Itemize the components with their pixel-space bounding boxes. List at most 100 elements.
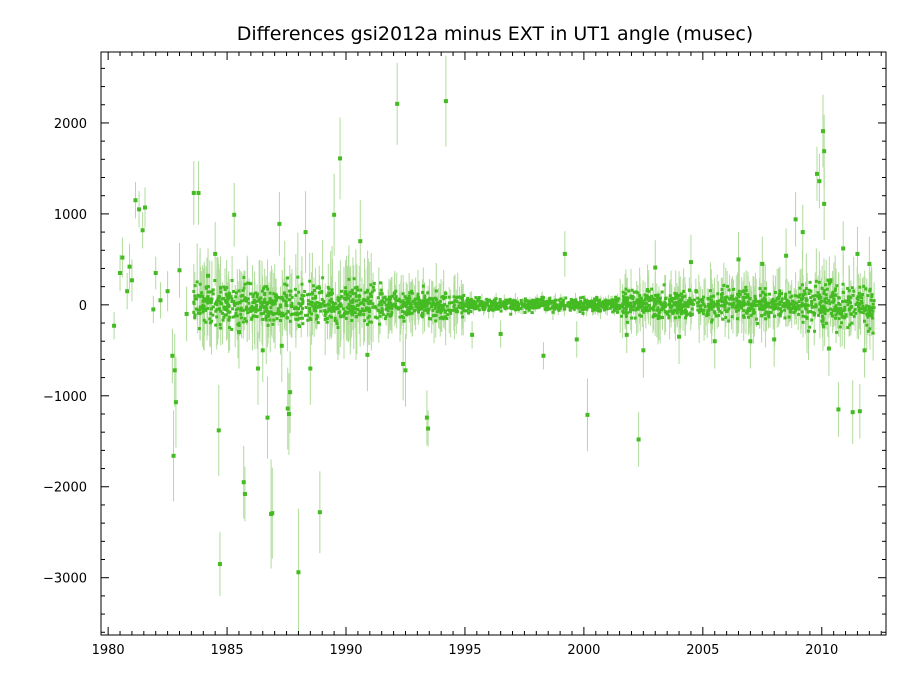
data-point <box>403 368 408 373</box>
data-point <box>118 271 123 276</box>
data-point <box>165 289 170 294</box>
data-point <box>277 221 282 226</box>
data-point <box>303 230 308 235</box>
data-point <box>137 207 142 212</box>
data-point <box>236 330 241 335</box>
data-point <box>836 407 841 412</box>
data-point <box>125 289 130 294</box>
data-point <box>158 298 163 303</box>
data-point <box>286 411 291 416</box>
data-point <box>184 311 189 316</box>
data-point <box>317 510 322 515</box>
data-points <box>112 99 872 575</box>
data-point <box>332 212 337 217</box>
data-point <box>443 99 448 104</box>
data-point <box>772 337 777 342</box>
y-tick-label: −1000 <box>43 390 87 405</box>
data-point <box>129 278 134 283</box>
data-point <box>296 570 301 575</box>
data-point <box>793 217 798 222</box>
data-point <box>153 271 158 276</box>
data-point <box>653 265 658 270</box>
x-tick-label: 1985 <box>211 643 244 658</box>
data-point <box>736 257 741 262</box>
y-axis: 2000 1000 0 −1000 −2000 −3000 <box>43 67 886 633</box>
data-point <box>817 179 822 184</box>
error-bars <box>113 55 875 636</box>
data-point <box>426 426 431 431</box>
data-point <box>265 415 270 420</box>
data-point <box>270 511 275 516</box>
data-point <box>800 230 805 235</box>
data-point <box>748 339 753 344</box>
data-point <box>636 437 641 442</box>
y-tick-label: 2000 <box>54 117 87 132</box>
y-tick-label: 0 <box>79 299 87 314</box>
data-point <box>133 198 138 203</box>
data-point <box>395 101 400 106</box>
data-point <box>279 343 284 348</box>
data-point <box>585 412 590 417</box>
data-point <box>196 190 201 195</box>
data-point <box>173 400 178 405</box>
data-point <box>688 260 693 265</box>
data-point <box>206 273 211 278</box>
data-point <box>815 171 820 176</box>
data-point <box>112 323 117 328</box>
y-tick-label: 1000 <box>54 208 87 223</box>
data-point <box>213 251 218 256</box>
data-point <box>424 415 429 420</box>
data-point <box>338 156 343 161</box>
data-point <box>820 129 825 134</box>
x-axis: 1980 1985 1990 1995 2000 2005 2010 <box>92 52 882 658</box>
data-point <box>127 264 132 269</box>
chart-title: Differences gsi2012a minus EXT in UT1 an… <box>237 23 753 45</box>
data-point <box>242 492 247 497</box>
data-point <box>822 201 827 206</box>
data-point <box>151 307 156 312</box>
data-point <box>862 348 867 353</box>
data-point <box>401 361 406 366</box>
data-point <box>677 334 682 339</box>
x-tick-label: 1980 <box>92 643 125 658</box>
data-point <box>712 339 717 344</box>
data-point <box>170 353 175 358</box>
data-point <box>191 190 196 195</box>
x-tick-label: 2010 <box>805 643 838 658</box>
data-point <box>256 366 260 371</box>
data-point <box>641 348 646 353</box>
data-point <box>822 149 827 154</box>
data-point <box>541 353 546 358</box>
data-point <box>784 253 789 258</box>
x-tick-label: 2005 <box>686 643 719 658</box>
data-point <box>140 228 145 233</box>
data-point <box>143 205 148 210</box>
data-point <box>241 480 246 485</box>
data-point <box>172 368 177 373</box>
y-tick-label: −3000 <box>43 572 87 587</box>
data-point <box>285 406 290 411</box>
data-point <box>260 348 265 353</box>
data-point <box>498 331 503 336</box>
data-point <box>867 261 872 266</box>
data-point <box>358 239 363 244</box>
data-point <box>826 346 831 351</box>
plot-frame <box>100 51 887 636</box>
data-point <box>855 251 860 256</box>
data-point <box>288 390 293 395</box>
data-point <box>562 251 567 256</box>
data-point <box>217 562 222 567</box>
data-point <box>574 337 579 342</box>
data-point <box>760 261 765 266</box>
data-point <box>365 352 370 357</box>
data-point <box>177 268 182 273</box>
y-tick-label: −2000 <box>43 481 87 496</box>
dense-points <box>192 275 876 335</box>
data-point <box>857 409 862 414</box>
x-tick-label: 2000 <box>567 643 600 658</box>
data-point <box>841 246 846 251</box>
data-point <box>171 453 176 458</box>
data-point <box>232 212 237 217</box>
x-tick-label: 1990 <box>329 643 362 658</box>
